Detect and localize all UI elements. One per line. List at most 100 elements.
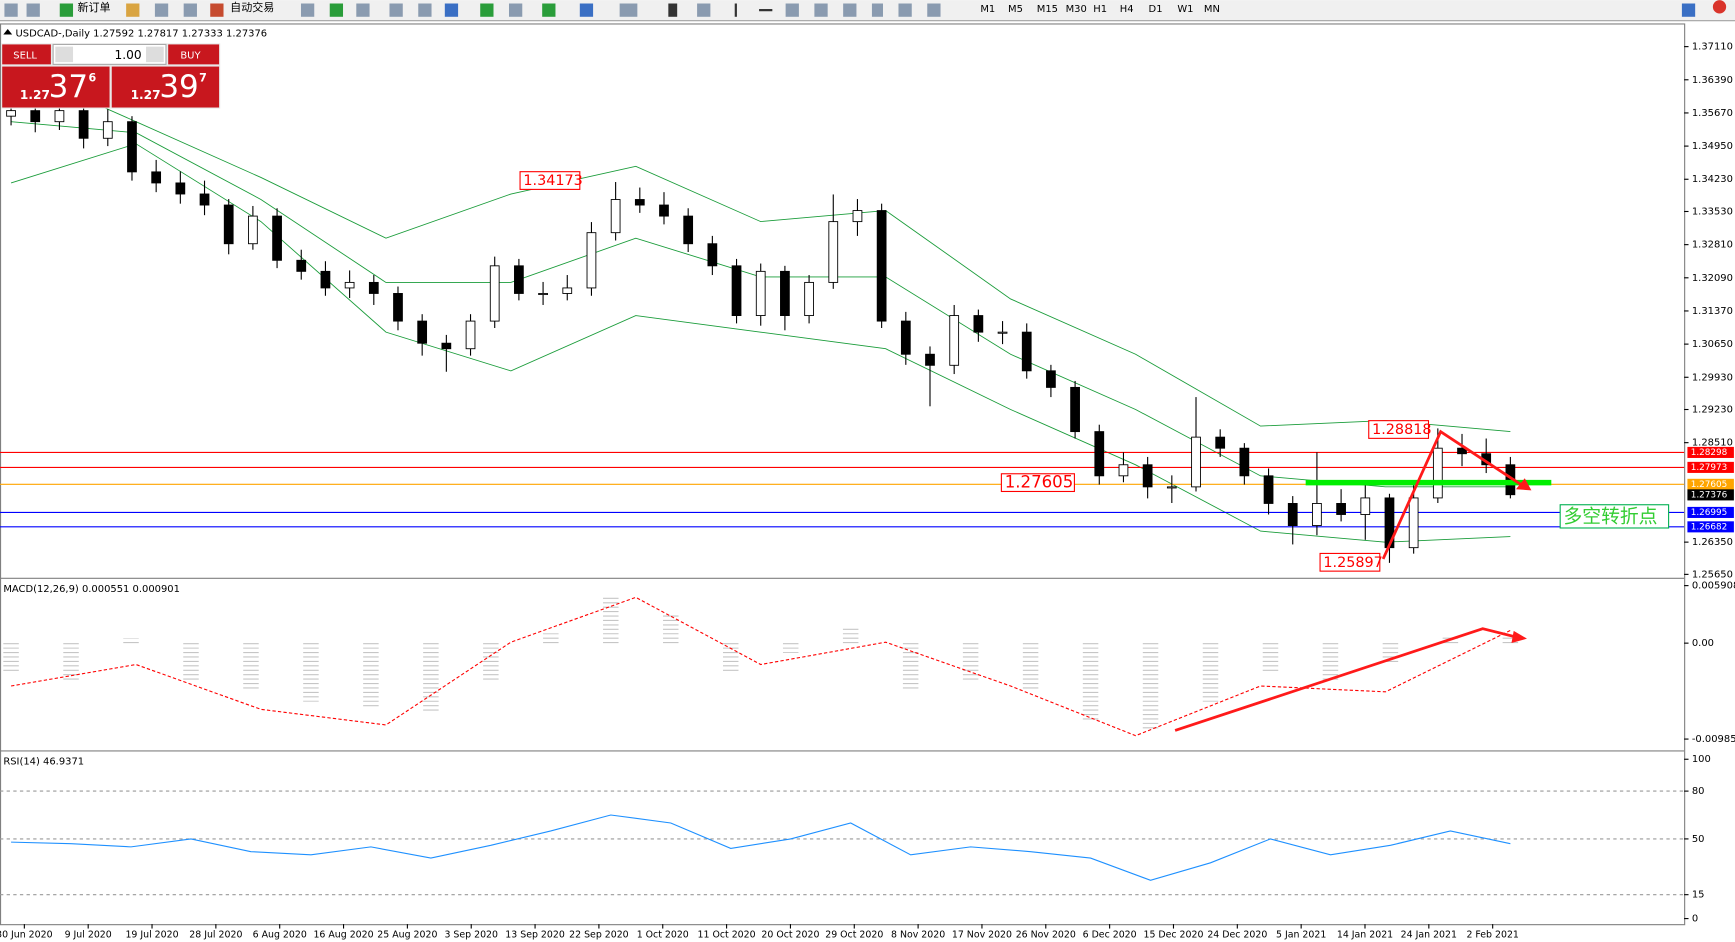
buy-label[interactable]: BUY bbox=[180, 51, 201, 62]
icon[interactable] bbox=[508, 3, 523, 17]
icon[interactable] bbox=[668, 3, 678, 17]
icon[interactable] bbox=[759, 9, 773, 12]
timeframe-button[interactable]: H1 bbox=[1093, 4, 1107, 15]
timeframe-button[interactable]: MN bbox=[1204, 4, 1220, 15]
lots-down[interactable] bbox=[55, 46, 74, 63]
candle-body bbox=[514, 265, 524, 294]
timeframe-button[interactable]: M15 bbox=[1037, 4, 1058, 15]
symbol: USDCAD-,Daily bbox=[15, 28, 90, 39]
icon[interactable] bbox=[480, 3, 494, 17]
x-tick-label: 2 Feb 2021 bbox=[1466, 930, 1518, 941]
rsi-label: RSI(14) 46.9371 bbox=[3, 756, 84, 767]
icon[interactable] bbox=[814, 3, 828, 17]
buy-big[interactable]: 1.27 bbox=[131, 88, 161, 102]
timeframe-button[interactable]: W1 bbox=[1177, 4, 1193, 15]
price-level-label: 1.28298 bbox=[1691, 448, 1728, 458]
annotation: 1.27605 bbox=[1005, 473, 1074, 492]
icon[interactable] bbox=[183, 3, 197, 17]
timeframe-button[interactable]: H4 bbox=[1120, 4, 1134, 15]
icon[interactable] bbox=[927, 3, 941, 17]
y-tick-label: 1.29930 bbox=[1692, 372, 1733, 383]
candle-body bbox=[465, 320, 476, 350]
icon[interactable] bbox=[785, 3, 799, 17]
x-tick-label: 24 Jan 2021 bbox=[1401, 930, 1457, 941]
candle-body bbox=[707, 243, 718, 267]
icon[interactable] bbox=[579, 3, 594, 17]
icon[interactable] bbox=[126, 3, 140, 17]
lots-up[interactable] bbox=[146, 46, 164, 63]
y-tick-label: 1.37110 bbox=[1692, 42, 1733, 53]
candle-body bbox=[1142, 464, 1153, 488]
icon[interactable] bbox=[356, 3, 370, 17]
macd-arrow bbox=[1174, 627, 1519, 732]
icon[interactable] bbox=[26, 3, 40, 17]
ohlc: 1.27376 bbox=[226, 28, 267, 39]
price-level-label: 1.27605 bbox=[1691, 480, 1728, 490]
price-level-label: 1.26995 bbox=[1691, 508, 1728, 518]
icon[interactable] bbox=[418, 3, 432, 17]
icon[interactable] bbox=[542, 3, 556, 17]
icon[interactable] bbox=[734, 3, 737, 17]
candle-body bbox=[1215, 436, 1226, 449]
candle-body bbox=[1094, 431, 1105, 477]
chart-header: USDCAD-,Daily 1.27592 1.27817 1.27333 1.… bbox=[15, 28, 267, 39]
icon[interactable] bbox=[871, 3, 883, 17]
candle-body bbox=[1263, 475, 1274, 504]
icon[interactable] bbox=[210, 3, 224, 17]
buy-button[interactable] bbox=[168, 44, 220, 65]
candle-body bbox=[1046, 370, 1056, 388]
buy-pips[interactable]: 39 bbox=[159, 69, 198, 105]
candle-body bbox=[1312, 503, 1322, 526]
x-tick-label: 25 Aug 2020 bbox=[377, 930, 437, 941]
y-tick-label: 1.32810 bbox=[1692, 240, 1733, 251]
toolbar-auto-trading[interactable]: 自动交易 bbox=[230, 0, 274, 14]
icon[interactable] bbox=[59, 3, 74, 17]
candle-body bbox=[852, 210, 863, 223]
sell-price-box[interactable] bbox=[2, 66, 110, 108]
notification[interactable] bbox=[1712, 0, 1727, 14]
candle-body bbox=[755, 270, 766, 317]
annotation-box bbox=[1368, 420, 1430, 439]
candle-body bbox=[925, 353, 935, 366]
timeframe-button[interactable]: D1 bbox=[1149, 4, 1163, 15]
candle-body bbox=[489, 265, 500, 322]
icon[interactable] bbox=[444, 3, 459, 17]
sell-button[interactable] bbox=[2, 44, 51, 65]
candle-body bbox=[828, 221, 839, 283]
icon[interactable] bbox=[329, 3, 344, 17]
x-tick-label: 1 Oct 2020 bbox=[637, 930, 689, 941]
buy-point[interactable]: 7 bbox=[199, 72, 207, 85]
candle-body bbox=[538, 293, 548, 296]
price-level-label: 1.26682 bbox=[1691, 522, 1728, 532]
icon[interactable] bbox=[154, 3, 169, 17]
x-tick-label: 28 Jul 2020 bbox=[189, 930, 242, 941]
icon[interactable] bbox=[1681, 3, 1696, 17]
annotation: 1.28818 bbox=[1372, 422, 1431, 438]
timeframe-button[interactable]: M1 bbox=[980, 4, 995, 15]
icon[interactable] bbox=[697, 3, 711, 17]
icon[interactable] bbox=[300, 3, 315, 17]
timeframe-button[interactable]: M5 bbox=[1008, 4, 1023, 15]
timeframe-button[interactable]: M30 bbox=[1066, 4, 1087, 15]
toolbar-new-order[interactable]: 新订单 bbox=[77, 0, 110, 14]
icon[interactable] bbox=[843, 3, 857, 17]
icon[interactable] bbox=[619, 3, 638, 17]
lots-value[interactable]: 1.00 bbox=[115, 48, 142, 62]
candle-body bbox=[272, 215, 282, 261]
lots-input[interactable] bbox=[52, 43, 167, 65]
sell-pips[interactable]: 37 bbox=[49, 69, 88, 105]
y-tick-label: 1.35670 bbox=[1692, 108, 1733, 119]
sell-big[interactable]: 1.27 bbox=[20, 88, 50, 102]
current-price-label: 1.27376 bbox=[1691, 490, 1728, 500]
buy-price-box[interactable] bbox=[111, 66, 220, 108]
candle-body bbox=[1021, 331, 1032, 372]
sell-point[interactable]: 6 bbox=[89, 72, 97, 85]
sell-label[interactable]: SELL bbox=[13, 51, 37, 62]
icon[interactable] bbox=[898, 3, 912, 17]
plots: 1.37110 1.36390 1.35670 1.34950 1.34230 1.335… bbox=[0, 42, 1735, 941]
candle-body bbox=[1336, 503, 1346, 515]
icon[interactable] bbox=[4, 3, 18, 17]
icon[interactable] bbox=[389, 3, 403, 17]
toolbar bbox=[0, 0, 1735, 21]
candle-body bbox=[199, 193, 210, 206]
